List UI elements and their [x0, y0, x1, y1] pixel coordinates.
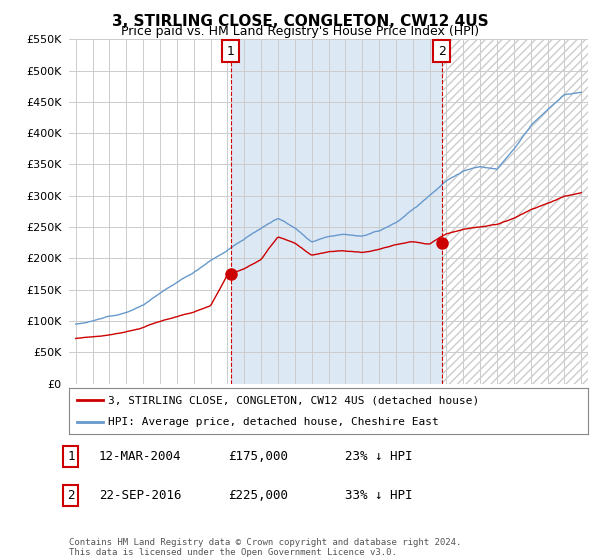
Text: £225,000: £225,000: [228, 489, 288, 502]
Text: 23% ↓ HPI: 23% ↓ HPI: [345, 450, 413, 463]
Text: 22-SEP-2016: 22-SEP-2016: [99, 489, 182, 502]
Text: 3, STIRLING CLOSE, CONGLETON, CW12 4US (detached house): 3, STIRLING CLOSE, CONGLETON, CW12 4US (…: [108, 395, 479, 405]
Bar: [442, 39, 590, 384]
Text: 33% ↓ HPI: 33% ↓ HPI: [345, 489, 413, 502]
Text: 2: 2: [67, 489, 74, 502]
Text: 1: 1: [227, 45, 235, 58]
Text: HPI: Average price, detached house, Cheshire East: HPI: Average price, detached house, Ches…: [108, 417, 439, 427]
Bar: [231, 39, 442, 384]
Text: £175,000: £175,000: [228, 450, 288, 463]
Text: 2: 2: [438, 45, 446, 58]
Text: 12-MAR-2004: 12-MAR-2004: [99, 450, 182, 463]
Text: 3, STIRLING CLOSE, CONGLETON, CW12 4US: 3, STIRLING CLOSE, CONGLETON, CW12 4US: [112, 14, 488, 29]
Text: 1: 1: [67, 450, 74, 463]
Text: Contains HM Land Registry data © Crown copyright and database right 2024.
This d: Contains HM Land Registry data © Crown c…: [69, 538, 461, 557]
Text: Price paid vs. HM Land Registry's House Price Index (HPI): Price paid vs. HM Land Registry's House …: [121, 25, 479, 38]
